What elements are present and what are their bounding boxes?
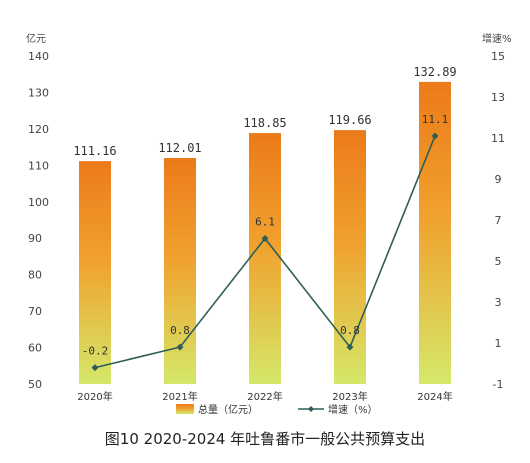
right-tick-label: 1 xyxy=(495,337,502,350)
bar xyxy=(79,161,111,384)
right-tick-label: 7 xyxy=(495,214,502,227)
category-label: 2023年 xyxy=(332,390,367,403)
left-tick-label: 50 xyxy=(28,378,42,391)
category-label: 2022年 xyxy=(247,390,282,403)
line-point xyxy=(431,132,439,140)
bar-labels: 111.16 112.01 118.85 119.66 132.89 xyxy=(73,65,456,158)
right-axis-unit: 增速% xyxy=(482,32,512,45)
left-tick-label: 70 xyxy=(28,305,42,318)
chart-caption: 图10 2020-2024 年吐鲁番市一般公共预算支出 xyxy=(104,430,426,448)
bar xyxy=(419,81,451,385)
bar-series xyxy=(79,81,451,385)
x-axis: 2020年 2021年 2022年 2023年 2024年 xyxy=(77,390,452,403)
bar-value-label: 119.66 xyxy=(328,113,371,127)
right-tick-label: -1 xyxy=(493,378,504,391)
line-series: -0.2 0.8 6.1 0.8 11.1 xyxy=(82,113,449,372)
right-tick-label: 5 xyxy=(495,255,502,268)
bar-value-label: 132.89 xyxy=(413,65,456,79)
bar-value-label: 111.16 xyxy=(73,144,116,158)
category-label: 2024年 xyxy=(417,390,452,403)
left-tick-label: 130 xyxy=(28,86,49,99)
legend-line-marker xyxy=(308,406,314,412)
legend-bar-label: 总量（亿元） xyxy=(198,403,258,416)
left-tick-label: 90 xyxy=(28,232,42,245)
left-tick-label: 120 xyxy=(28,123,49,136)
line-point xyxy=(346,343,354,351)
line-value-label: 0.8 xyxy=(170,324,190,337)
bar-value-label: 112.01 xyxy=(158,141,201,155)
legend-bar-swatch xyxy=(176,404,194,414)
left-axis: 50 60 70 80 90 100 110 120 130 140 xyxy=(28,50,49,391)
left-tick-label: 140 xyxy=(28,50,49,63)
right-tick-label: 3 xyxy=(495,296,502,309)
bar-value-label: 118.85 xyxy=(243,116,286,130)
left-axis-unit: 亿元 xyxy=(26,32,46,45)
line-point xyxy=(91,364,99,372)
category-label: 2020年 xyxy=(77,390,112,403)
line-value-label: 11.1 xyxy=(422,113,449,126)
bar xyxy=(334,130,366,384)
right-tick-label: 11 xyxy=(491,132,505,145)
line-value-label: -0.2 xyxy=(82,345,109,358)
left-tick-label: 80 xyxy=(28,269,42,282)
line-point xyxy=(261,234,269,242)
left-tick-label: 110 xyxy=(28,159,49,172)
right-tick-label: 15 xyxy=(491,50,505,63)
category-label: 2021年 xyxy=(162,390,197,403)
left-tick-label: 100 xyxy=(28,196,49,209)
line-point xyxy=(176,343,184,351)
left-tick-label: 60 xyxy=(28,342,42,355)
bar xyxy=(249,133,281,384)
legend-line-label: 增速（%） xyxy=(328,403,378,416)
right-tick-label: 13 xyxy=(491,91,505,104)
line-value-label: 0.8 xyxy=(340,324,360,337)
legend: 总量（亿元） 增速（%） xyxy=(176,403,378,416)
line-value-label: 6.1 xyxy=(255,215,275,228)
right-tick-label: 9 xyxy=(495,173,502,186)
